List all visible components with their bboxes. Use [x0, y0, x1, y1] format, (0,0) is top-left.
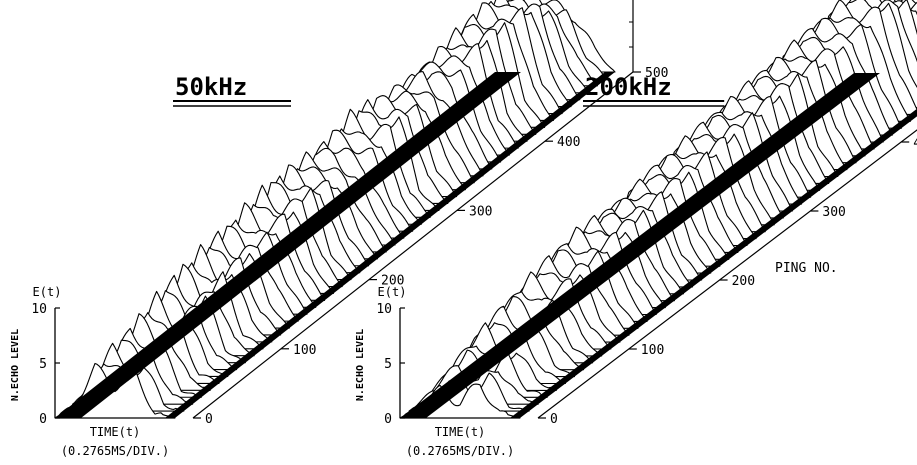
y-tick-label: 10 [31, 302, 47, 317]
y-axis-label: N.ECHO LEVEL [355, 329, 366, 401]
y-tick-label: 5 [39, 357, 47, 372]
z-tick-label: 100 [293, 343, 316, 358]
y-symbol: E(t) [378, 285, 407, 299]
base-strip-left [55, 72, 521, 418]
y-tick-label: 0 [39, 412, 47, 427]
y-symbol: E(t) [33, 285, 62, 299]
z-tick-label: 300 [469, 204, 492, 219]
z-tick-label: 300 [822, 205, 845, 220]
z-tick-label: 0 [205, 412, 213, 427]
z-tick-label: 0 [550, 412, 558, 427]
z-tick-label: 100 [641, 343, 664, 358]
z-tick-label: 400 [913, 136, 917, 151]
z-tick-label: 200 [732, 274, 755, 289]
y-tick-label: 5 [384, 357, 392, 372]
y-axis-label: N.ECHO LEVEL [10, 329, 21, 401]
x-axis-label: TIME(t) [435, 425, 486, 439]
z-axis-label: PING NO. [775, 261, 838, 276]
x-axis-sublabel: (0.2765MS/DIV.) [61, 444, 169, 458]
z-tick-label: 400 [557, 135, 580, 150]
y-tick-label: 0 [384, 412, 392, 427]
panel-50khz: 50kHz 0 5 10 E(t) N.ECHO LEVEL TIME(t) (0.2765M… [10, 0, 668, 458]
y-tick-label: 10 [376, 302, 392, 317]
x-axis-label: TIME(t) [90, 425, 141, 439]
x-axis-sublabel: (0.2765MS/DIV.) [406, 444, 514, 458]
chart-title: 200kHz [585, 73, 672, 101]
chart-title: 50kHz [175, 73, 247, 101]
